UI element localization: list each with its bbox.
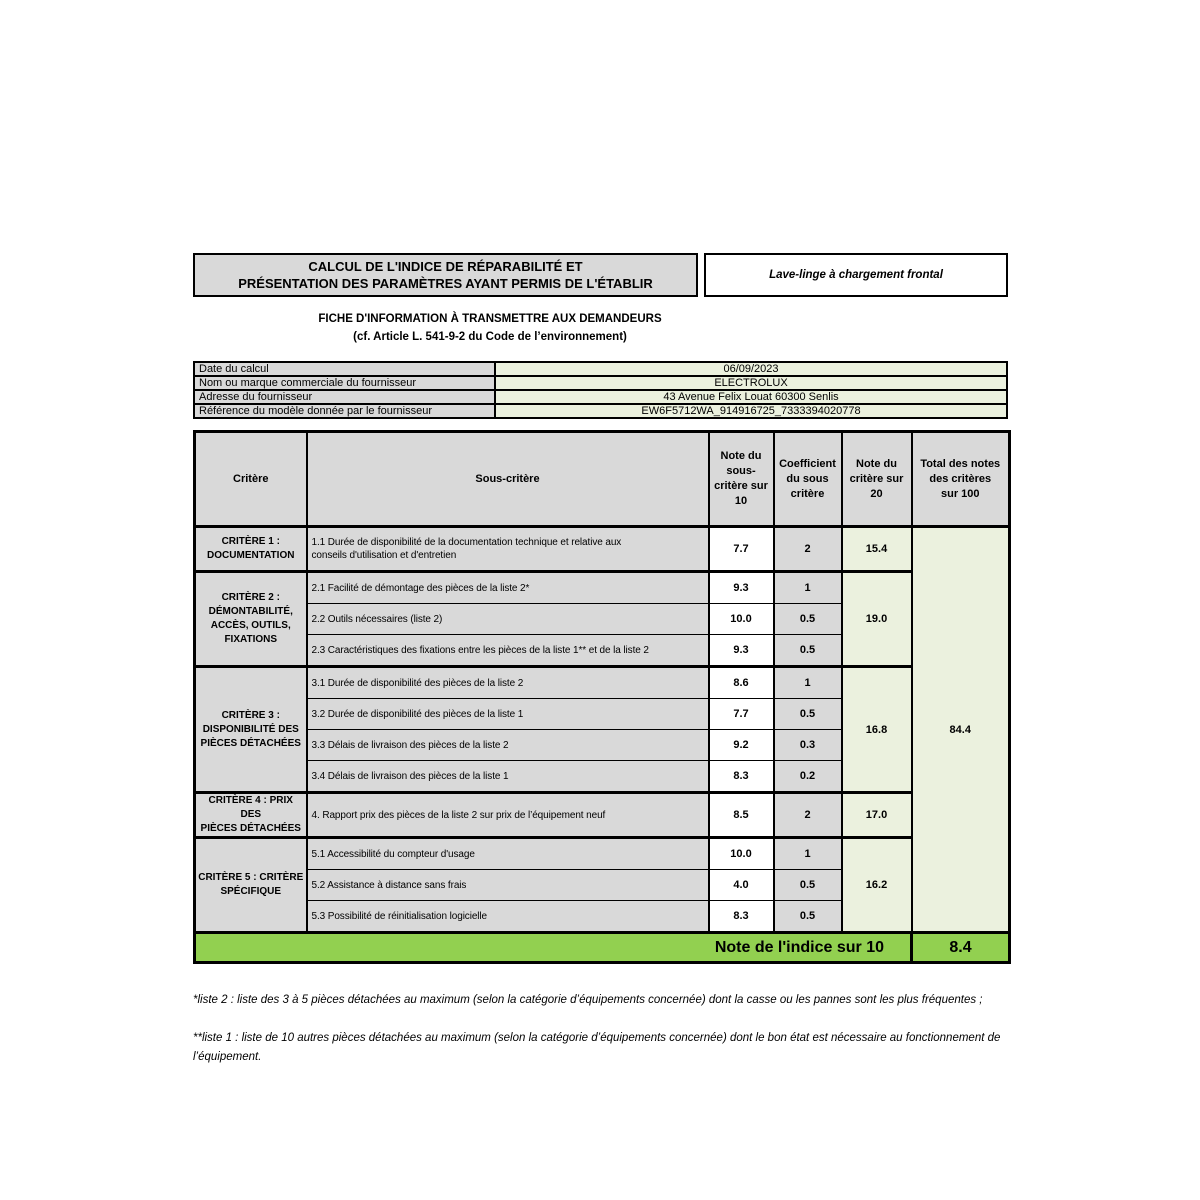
coef-5-2: 0.5	[772, 869, 843, 901]
header-note10: Note du sous- critère sur 10	[707, 431, 775, 528]
info-label-address: Adresse du fournisseur	[193, 389, 496, 405]
sub-criterion-2-3-label: 2.3 Caractéristiques des fixations entre…	[305, 634, 710, 667]
note20-criterion-4: 17.0	[840, 791, 913, 838]
table-row-2-1: CRITÈRE 2 : DÉMONTABILITÉ, ACCÈS, OUTILS…	[193, 570, 1010, 667]
note10-3-3: 9.2	[707, 729, 775, 761]
note10-5-2: 4.0	[707, 869, 775, 901]
info-row-date: Date du calcul 06/09/2023	[193, 361, 1008, 377]
document-subtitle: FICHE D'INFORMATION À TRANSMETTRE AUX DE…	[193, 310, 787, 346]
index-result-value: 8.4	[910, 931, 1011, 963]
coef-3-1: 1	[772, 665, 843, 699]
criterion-2-label: CRITÈRE 2 : DÉMONTABILITÉ, ACCÈS, OUTILS…	[193, 570, 308, 667]
sub-criterion-5-1-label: 5.1 Accessibilité du compteur d'usage	[305, 836, 710, 870]
sub-criterion-1-1-label: 1.1 Durée de disponibilité de la documen…	[305, 525, 710, 572]
info-value-reference: EW6F5712WA_914916725_7333394020778	[494, 403, 1008, 419]
note10-3-2: 7.7	[707, 698, 775, 730]
index-result-row: Note de l'indice sur 10 8.4	[193, 931, 1011, 963]
info-row-address: Adresse du fournisseur 43 Avenue Felix L…	[193, 389, 1008, 405]
info-label-brand: Nom ou marque commerciale du fournisseur	[193, 375, 496, 391]
criteria-table-header-row: Critère Sous-critère Note du sous- critè…	[193, 431, 1011, 528]
table-row-5-3: 5.3 Possibilité de réinitialisation logi…	[195, 900, 1010, 933]
header-sub-criterion: Sous-critère	[305, 431, 710, 528]
table-row-4: CRITÈRE 4 : PRIX DES PIÈCES DÉTACHÉES 4.…	[193, 791, 1010, 838]
info-label-date: Date du calcul	[193, 361, 496, 377]
coef-2-1: 1	[772, 570, 843, 604]
product-category-box: Lave-linge à chargement frontal	[704, 253, 1008, 297]
note10-2-1: 9.3	[707, 570, 775, 604]
sub-criterion-5-3-label: 5.3 Possibilité de réinitialisation logi…	[305, 900, 710, 933]
info-value-brand: ELECTROLUX	[494, 375, 1008, 391]
table-row-3-1: CRITÈRE 3 : DISPONIBILITÉ DES PIÈCES DÉT…	[193, 665, 1010, 793]
coef-5-1: 1	[772, 836, 843, 870]
table-row-5-1: CRITÈRE 5 : CRITÈRE SPÉCIFIQUE 5.1 Acces…	[193, 836, 1010, 933]
product-category-label: Lave-linge à chargement frontal	[769, 269, 943, 281]
info-value-date: 06/09/2023	[494, 361, 1008, 377]
sub-criterion-3-2-label: 3.2 Durée de disponibilité des pièces de…	[305, 698, 710, 730]
note10-3-1: 8.6	[707, 665, 775, 699]
coef-3-2: 0.5	[772, 698, 843, 730]
table-row-5-2: 5.2 Assistance à distance sans frais 4.0…	[195, 869, 1010, 901]
note20-criterion-1: 15.4	[840, 525, 913, 572]
note20-criterion-2: 19.0	[840, 570, 913, 667]
note10-5-3: 8.3	[707, 900, 775, 933]
note10-2-3: 9.3	[707, 634, 775, 667]
footnote-liste1: **liste 1 : liste de 10 autres pièces dé…	[193, 1032, 1001, 1063]
criteria-table: Critère Sous-critère Note du sous- critè…	[193, 430, 1011, 964]
sub-criterion-3-1-label: 3.1 Durée de disponibilité des pièces de…	[305, 665, 710, 699]
table-row-2-3: 2.3 Caractéristiques des fixations entre…	[195, 634, 1010, 667]
sub-criterion-3-4-label: 3.4 Délais de livraison des pièces de la…	[305, 760, 710, 793]
document-title-line1: CALCUL DE L'INDICE DE RÉPARABILITÉ ET	[308, 259, 583, 274]
note10-1-1: 7.7	[707, 525, 775, 572]
note20-criterion-3: 16.8	[840, 665, 913, 793]
subtitle-line2: (cf. Article L. 541-9-2 du Code de l’env…	[353, 331, 627, 343]
note10-4: 8.5	[707, 791, 775, 838]
sub-criterion-3-3-label: 3.3 Délais de livraison des pièces de la…	[305, 729, 710, 761]
info-row-brand: Nom ou marque commerciale du fournisseur…	[193, 375, 1008, 391]
coef-4: 2	[772, 791, 843, 838]
header-total100: Total des notes des critères sur 100	[910, 431, 1011, 528]
criterion-3-label: CRITÈRE 3 : DISPONIBILITÉ DES PIÈCES DÉT…	[193, 665, 308, 793]
info-value-address: 43 Avenue Felix Louat 60300 Senlis	[494, 389, 1008, 405]
coef-5-3: 0.5	[772, 900, 843, 933]
table-row-1-1: CRITÈRE 1 : DOCUMENTATION 1.1 Durée de d…	[193, 525, 1011, 933]
sub-criterion-5-2-label: 5.2 Assistance à distance sans frais	[305, 869, 710, 901]
note10-2-2: 10.0	[707, 603, 775, 635]
table-row-3-3: 3.3 Délais de livraison des pièces de la…	[195, 729, 1010, 761]
sub-criterion-2-1-label: 2.1 Facilité de démontage des pièces de …	[305, 570, 710, 604]
table-row-3-2: 3.2 Durée de disponibilité des pièces de…	[195, 698, 1010, 730]
document-title-box: CALCUL DE L'INDICE DE RÉPARABILITÉ ET PR…	[193, 253, 698, 297]
table-row-2-2: 2.2 Outils nécessaires (liste 2) 10.0 0.…	[195, 603, 1010, 635]
info-row-reference: Référence du modèle donnée par le fourni…	[193, 403, 1008, 419]
supplier-info-table: Date du calcul 06/09/2023 Nom ou marque …	[193, 361, 1008, 419]
table-row-3-4: 3.4 Délais de livraison des pièces de la…	[195, 760, 1010, 793]
document-header: CALCUL DE L'INDICE DE RÉPARABILITÉ ET PR…	[193, 253, 1008, 297]
info-label-reference: Référence du modèle donnée par le fourni…	[193, 403, 496, 419]
header-note20: Note du critère sur 20	[840, 431, 913, 528]
header-criterion: Critère	[193, 431, 308, 528]
total-notes-100: 84.4	[910, 525, 1011, 933]
header-coefficient: Coefficient du sous critère	[772, 431, 843, 528]
sub-criterion-2-2-label: 2.2 Outils nécessaires (liste 2)	[305, 603, 710, 635]
coef-3-3: 0.3	[772, 729, 843, 761]
coef-2-3: 0.5	[772, 634, 843, 667]
note10-3-4: 8.3	[707, 760, 775, 793]
criterion-1-label: CRITÈRE 1 : DOCUMENTATION	[193, 525, 308, 572]
footnote-liste2: *liste 2 : liste des 3 à 5 pièces détach…	[193, 994, 983, 1006]
coef-2-2: 0.5	[772, 603, 843, 635]
sub-criterion-4-label: 4. Rapport prix des pièces de la liste 2…	[305, 791, 710, 838]
note10-5-1: 10.0	[707, 836, 775, 870]
repairability-sheet: CALCUL DE L'INDICE DE RÉPARABILITÉ ET PR…	[193, 253, 1011, 1086]
subtitle-line1: FICHE D'INFORMATION À TRANSMETTRE AUX DE…	[318, 313, 662, 325]
footnotes: *liste 2 : liste des 3 à 5 pièces détach…	[193, 972, 1008, 1086]
note20-criterion-5: 16.2	[840, 836, 913, 933]
criterion-4-label: CRITÈRE 4 : PRIX DES PIÈCES DÉTACHÉES	[193, 791, 308, 838]
coef-3-4: 0.2	[772, 760, 843, 793]
index-result-label: Note de l'indice sur 10	[193, 931, 913, 963]
coef-1-1: 2	[772, 525, 843, 572]
criterion-5-label: CRITÈRE 5 : CRITÈRE SPÉCIFIQUE	[193, 836, 308, 933]
document-title-line2: PRÉSENTATION DES PARAMÈTRES AYANT PERMIS…	[238, 276, 653, 291]
